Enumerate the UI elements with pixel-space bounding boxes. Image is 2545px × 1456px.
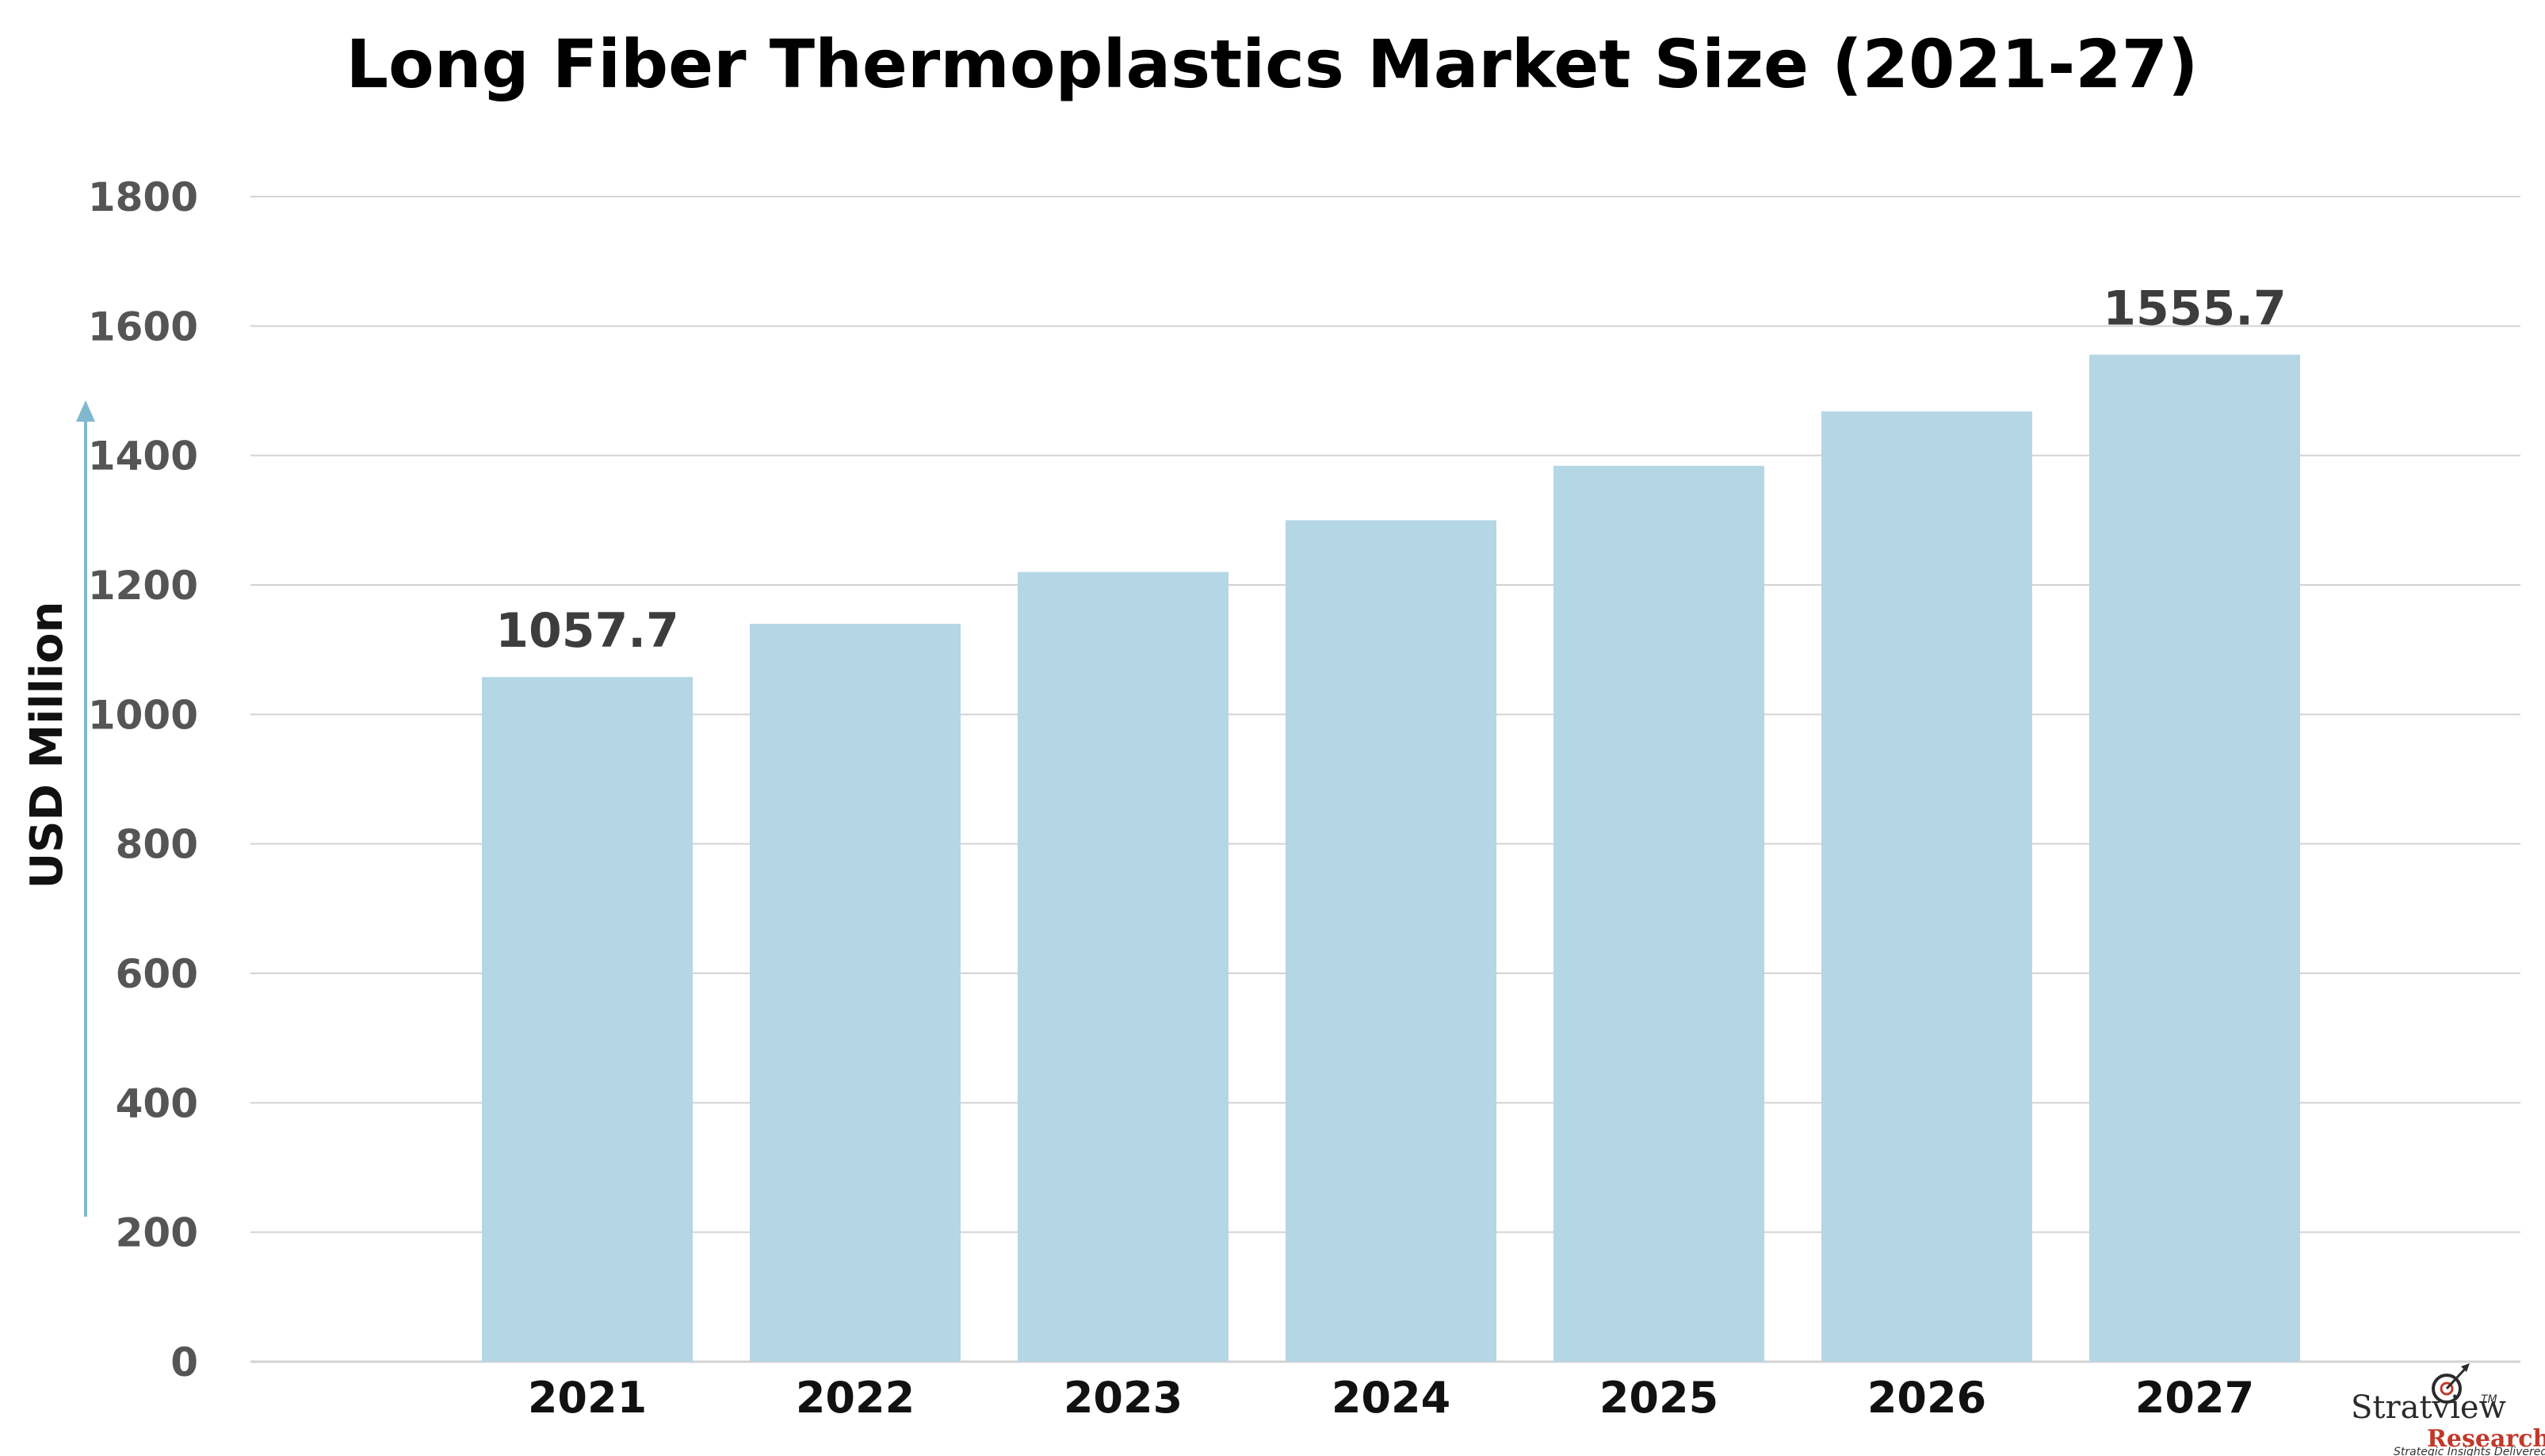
x-tick-label: 2026 bbox=[1867, 1373, 1986, 1423]
y-tick-label: 400 bbox=[116, 1080, 198, 1126]
y-tick-label: 1200 bbox=[88, 563, 198, 609]
logo-sub: Research bbox=[2427, 1425, 2545, 1453]
y-tick-labels: 0 200 400 600 800 1000 1200 1400 1600 1800 bbox=[88, 174, 198, 1385]
logo-tagline: Strategic Insights Delivered bbox=[2394, 1446, 2545, 1456]
target-icon bbox=[2432, 1363, 2470, 1404]
bar-2026 bbox=[1821, 411, 2032, 1362]
data-label-2027: 1555.7 bbox=[2103, 281, 2287, 337]
y-tick-label: 800 bbox=[116, 822, 198, 868]
data-label-2021: 1057.7 bbox=[495, 603, 679, 659]
y-tick-label: 600 bbox=[116, 951, 198, 997]
bar-2025 bbox=[1553, 465, 1764, 1362]
bar-2027 bbox=[2089, 354, 2300, 1362]
y-tick-label: 200 bbox=[116, 1210, 198, 1256]
y-tick-label: 1400 bbox=[88, 434, 198, 480]
x-tick-label: 2023 bbox=[1064, 1373, 1183, 1423]
data-labels: 1057.7 1555.7 bbox=[495, 281, 2287, 659]
x-tick-label: 2022 bbox=[796, 1373, 915, 1423]
y-axis-arrow bbox=[76, 400, 95, 1217]
chart-title: Long Fiber Thermoplastics Market Size (2… bbox=[346, 25, 2198, 103]
stratview-logo: Stratview TM Research Strategic Insights… bbox=[2351, 1363, 2545, 1456]
bar-2022 bbox=[750, 624, 961, 1362]
y-tick-label: 1800 bbox=[88, 174, 198, 220]
bars bbox=[482, 354, 2300, 1362]
x-tick-label: 2024 bbox=[1332, 1373, 1450, 1423]
x-tick-label: 2025 bbox=[1599, 1373, 1718, 1423]
bar-2023 bbox=[1018, 571, 1229, 1362]
y-tick-label: 1600 bbox=[88, 304, 198, 350]
x-tick-label: 2027 bbox=[2135, 1373, 2254, 1423]
bar-2024 bbox=[1286, 520, 1496, 1362]
y-axis-label: USD Million bbox=[21, 602, 73, 889]
bar-2021 bbox=[482, 677, 693, 1362]
y-tick-label: 1000 bbox=[88, 692, 198, 738]
logo-name: Stratview bbox=[2351, 1389, 2506, 1426]
x-tick-labels: 2021 2022 2023 2024 2025 2026 2027 bbox=[528, 1373, 2254, 1423]
x-tick-label: 2021 bbox=[528, 1373, 647, 1423]
logo-tm: TM bbox=[2481, 1393, 2497, 1406]
y-tick-label: 0 bbox=[170, 1339, 198, 1385]
